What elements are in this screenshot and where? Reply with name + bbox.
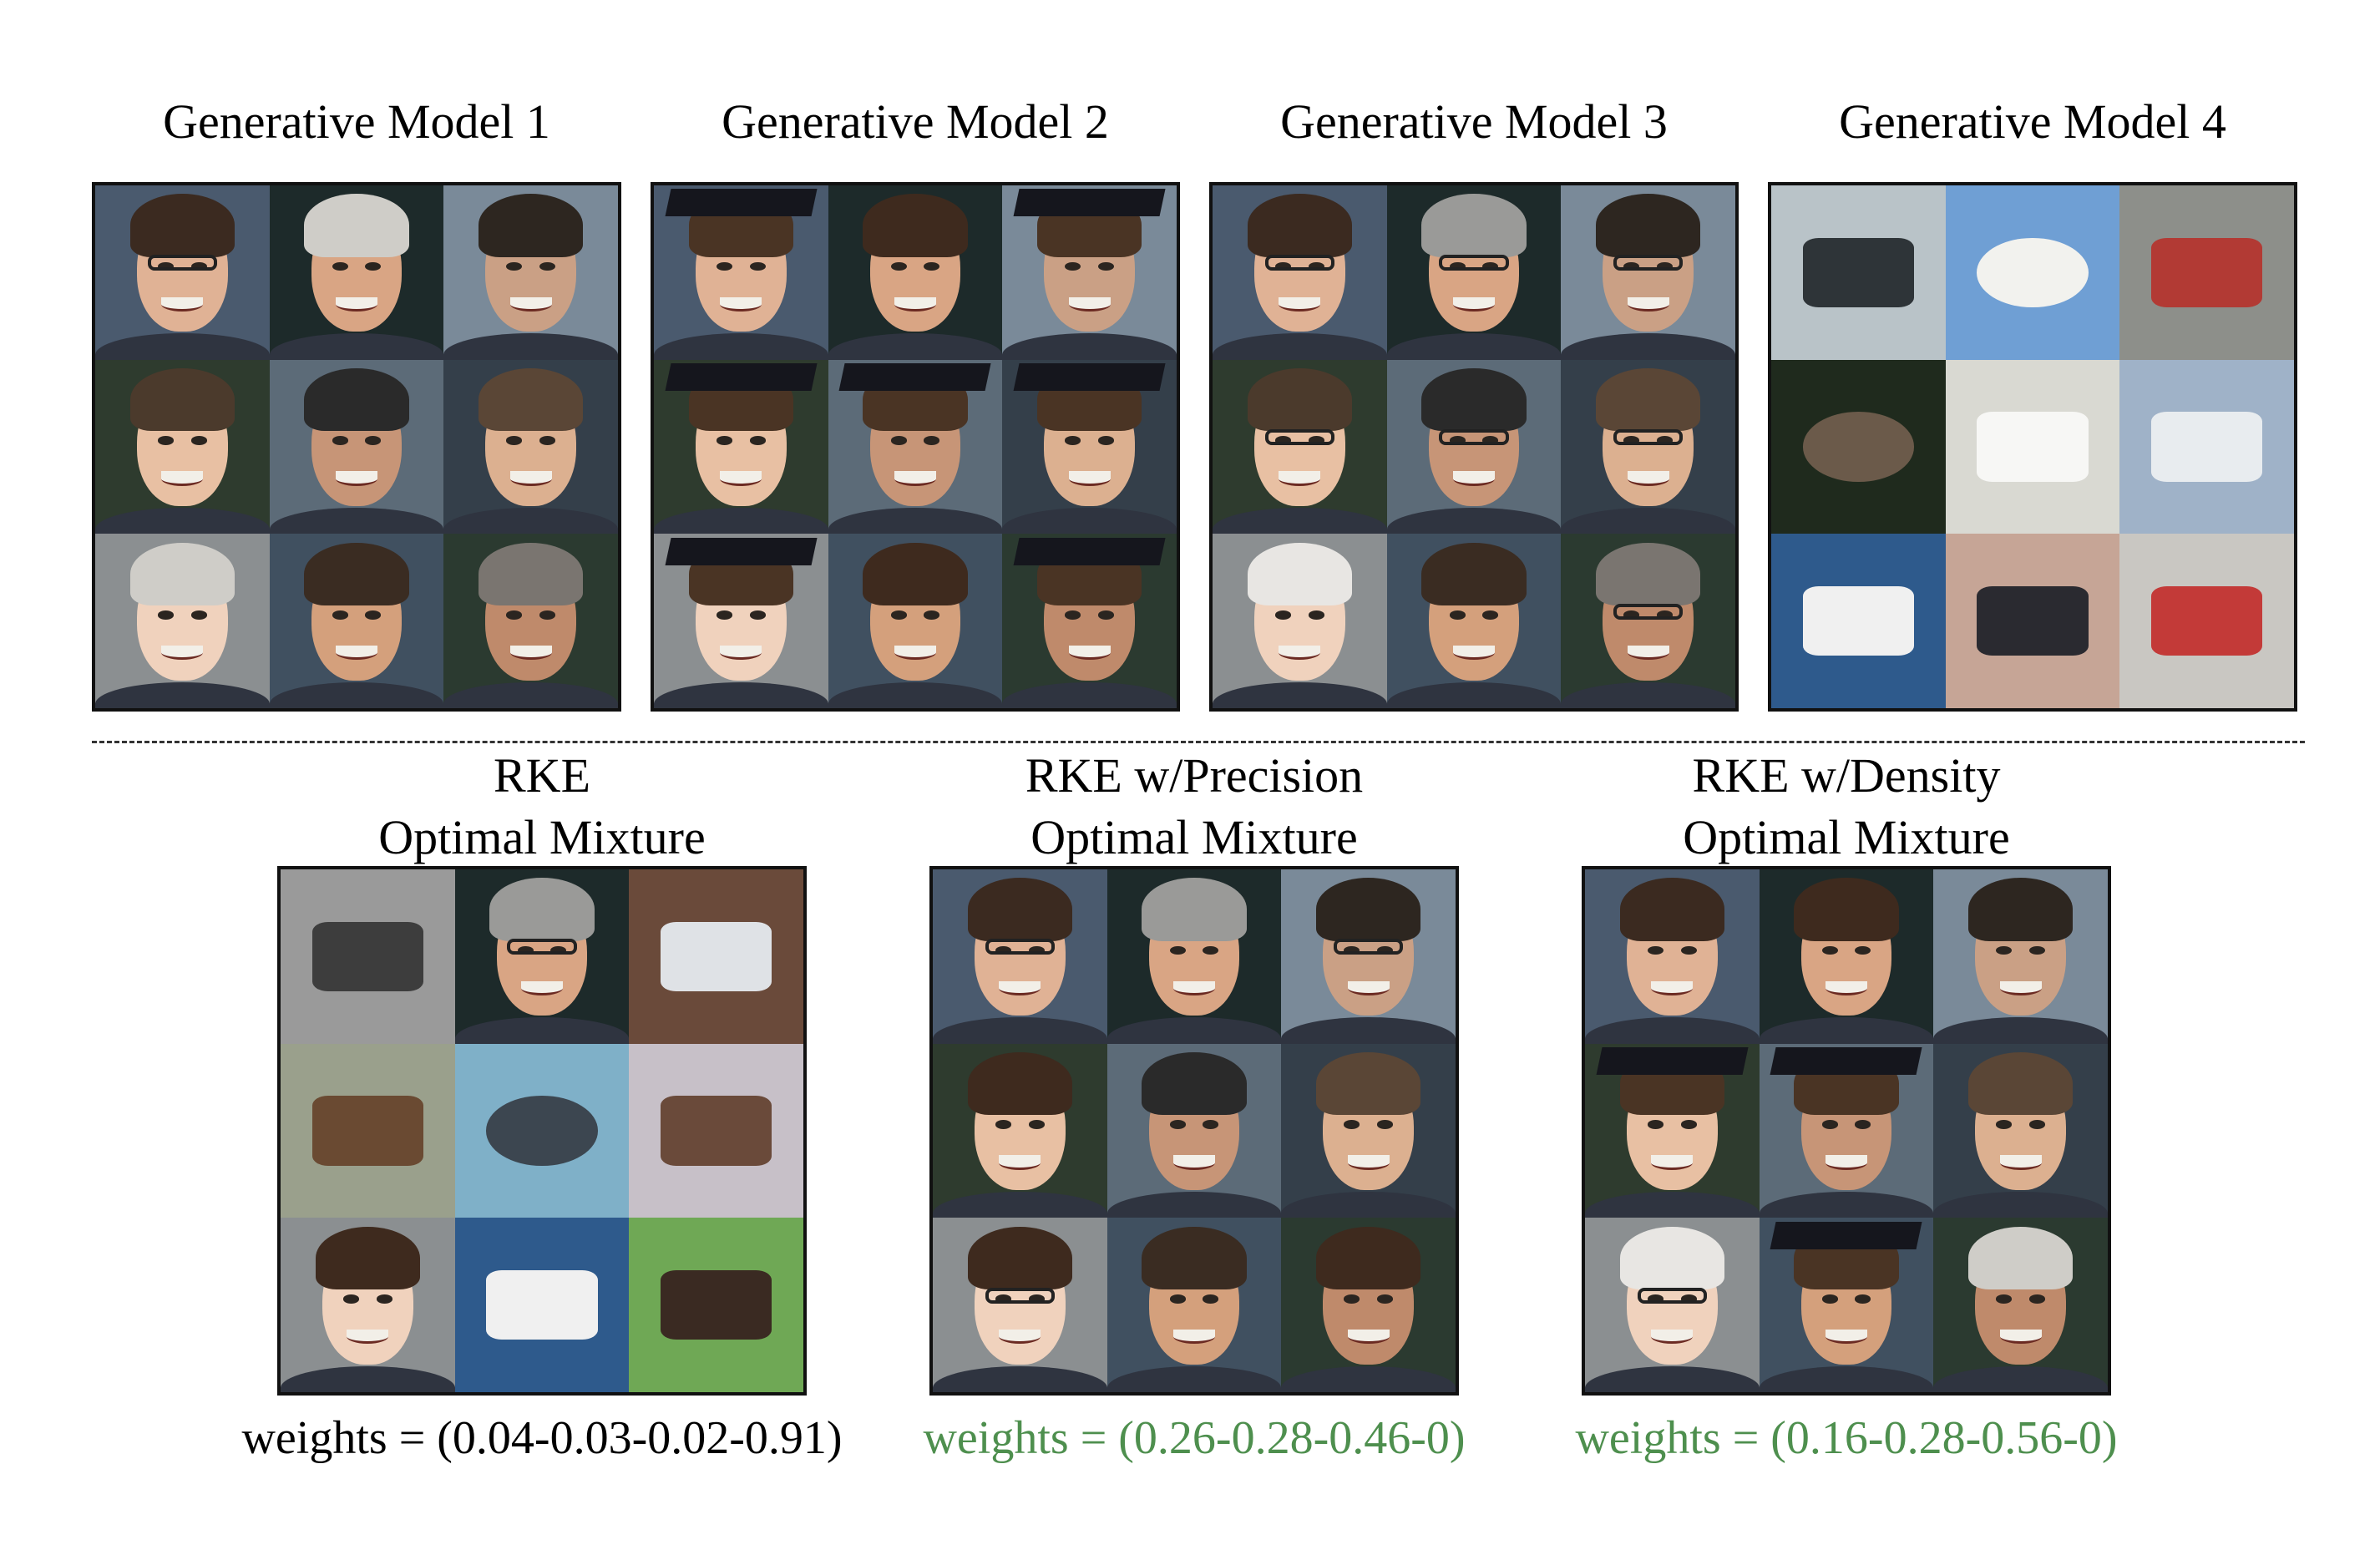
panel-title-line1: RKE xyxy=(494,748,590,803)
object-sample-image xyxy=(1771,359,1946,534)
face-sample-image xyxy=(95,359,270,534)
face-sample-image xyxy=(1281,1218,1456,1392)
object-sample-image xyxy=(1771,534,1946,708)
face-sample-image xyxy=(1002,534,1177,708)
face-sample-image xyxy=(1213,185,1387,360)
face-sample-image xyxy=(1585,1043,1760,1218)
face-sample-image xyxy=(1386,359,1562,534)
face-sample-image xyxy=(933,1218,1107,1392)
face-sample-image xyxy=(1561,534,1735,708)
panel-title: Generative Model 1 xyxy=(163,94,550,149)
face-sample-image xyxy=(1281,869,1456,1044)
face-sample-image xyxy=(1386,185,1562,360)
panel-title-line1: RKE w/Density xyxy=(1692,748,2001,803)
panel-title-line2: Optimal Mixture xyxy=(1030,810,1358,864)
object-sample-image xyxy=(629,1218,803,1392)
face-sample-image xyxy=(1281,1043,1456,1218)
object-sample-image xyxy=(281,869,455,1044)
sample-grid xyxy=(92,182,621,712)
object-sample-image xyxy=(1771,185,1946,360)
face-sample-image xyxy=(1759,1043,1934,1218)
face-sample-image xyxy=(1759,1218,1934,1392)
face-sample-image xyxy=(443,534,618,708)
object-sample-image xyxy=(1945,534,2120,708)
sample-grid xyxy=(651,182,1180,712)
face-sample-image xyxy=(1759,869,1934,1044)
face-sample-image xyxy=(654,359,828,534)
face-sample-image xyxy=(1933,1043,2108,1218)
face-sample-image xyxy=(654,185,828,360)
face-sample-image xyxy=(269,359,444,534)
face-sample-image xyxy=(933,869,1107,1044)
object-sample-image xyxy=(2119,359,2294,534)
object-sample-image xyxy=(454,1218,630,1392)
sample-grid xyxy=(1582,866,2111,1396)
sample-grid xyxy=(929,866,1459,1396)
face-sample-image xyxy=(1561,185,1735,360)
face-sample-image xyxy=(269,534,444,708)
face-sample-image xyxy=(1933,869,2108,1044)
face-sample-image xyxy=(1106,869,1282,1044)
panel-title: Generative Model 2 xyxy=(722,94,1109,149)
panel-title-line2: Optimal Mixture xyxy=(378,810,706,864)
object-sample-image xyxy=(629,869,803,1044)
object-sample-image xyxy=(1945,185,2120,360)
dashed-divider xyxy=(92,741,2305,743)
face-sample-image xyxy=(1106,1043,1282,1218)
face-sample-image xyxy=(1002,185,1177,360)
face-sample-image xyxy=(454,869,630,1044)
panel-title: Generative Model 3 xyxy=(1280,94,1668,149)
face-sample-image xyxy=(269,185,444,360)
object-sample-image xyxy=(2119,534,2294,708)
sample-grid xyxy=(1768,182,2297,712)
face-sample-image xyxy=(1106,1218,1282,1392)
sample-grid xyxy=(1209,182,1739,712)
object-sample-image xyxy=(2119,185,2294,360)
face-sample-image xyxy=(443,359,618,534)
face-sample-image xyxy=(1585,869,1760,1044)
sample-grid xyxy=(277,866,807,1396)
face-sample-image xyxy=(1585,1218,1760,1392)
face-sample-image xyxy=(828,534,1003,708)
panel-title: Generative Model 4 xyxy=(1839,94,2226,149)
panel-title-line2: Optimal Mixture xyxy=(1683,810,2010,864)
weights-label: weights = (0.26-0.28-0.46-0) xyxy=(923,1412,1466,1464)
face-sample-image xyxy=(95,534,270,708)
face-sample-image xyxy=(828,185,1003,360)
face-sample-image xyxy=(654,534,828,708)
face-sample-image xyxy=(1213,534,1387,708)
face-sample-image xyxy=(1213,359,1387,534)
panel-title-line1: RKE w/Precision xyxy=(1025,748,1364,803)
face-sample-image xyxy=(95,185,270,360)
face-sample-image xyxy=(1561,359,1735,534)
face-sample-image xyxy=(1386,534,1562,708)
face-sample-image xyxy=(1933,1218,2108,1392)
weights-label: weights = (0.16-0.28-0.56-0) xyxy=(1575,1412,2118,1464)
object-sample-image xyxy=(1945,359,2120,534)
face-sample-image xyxy=(443,185,618,360)
face-sample-image xyxy=(933,1043,1107,1218)
face-sample-image xyxy=(1002,359,1177,534)
object-sample-image xyxy=(629,1043,803,1218)
weights-label: weights = (0.04-0.03-0.02-0.91) xyxy=(241,1412,843,1464)
face-sample-image xyxy=(828,359,1003,534)
face-sample-image xyxy=(281,1218,455,1392)
object-sample-image xyxy=(281,1043,455,1218)
object-sample-image xyxy=(454,1043,630,1218)
